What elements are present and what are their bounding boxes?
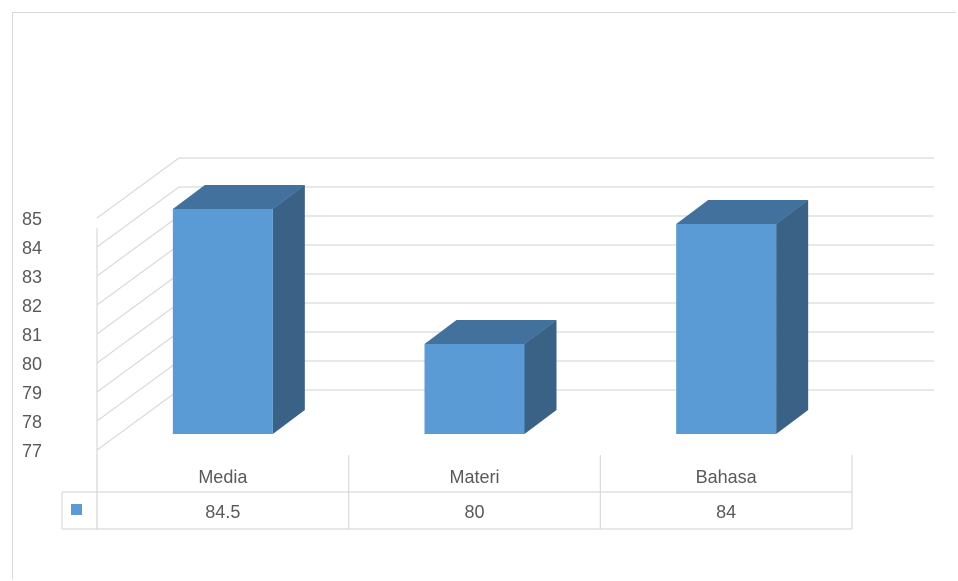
gridline-side bbox=[96, 302, 180, 364]
y-tick-label: 84 bbox=[22, 238, 42, 258]
category-label: Bahasa bbox=[696, 467, 758, 487]
bar-side-media bbox=[272, 185, 305, 434]
value-cell: 80 bbox=[464, 502, 484, 522]
bar-top-materi bbox=[424, 320, 557, 344]
y-tick-label: 80 bbox=[22, 354, 42, 374]
value-cell: 84.5 bbox=[205, 502, 240, 522]
y-tick-label: 78 bbox=[22, 412, 42, 432]
chart-frame bbox=[12, 12, 956, 579]
bar-bahasa bbox=[676, 224, 777, 434]
bar-side-bahasa bbox=[776, 200, 809, 434]
y-axis: 77 78 79 80 81 82 83 84 85 bbox=[22, 209, 42, 461]
gridline-side bbox=[96, 186, 180, 248]
gridline-side bbox=[96, 273, 180, 335]
bar-media bbox=[172, 209, 273, 434]
y-tick-label: 82 bbox=[22, 296, 42, 316]
bar-top-bahasa bbox=[676, 200, 809, 224]
bar-top-media bbox=[172, 185, 305, 209]
value-cell: 84 bbox=[716, 502, 736, 522]
gridline-side bbox=[96, 157, 180, 219]
y-tick-label: 85 bbox=[22, 209, 42, 229]
gridline-side bbox=[96, 389, 180, 451]
y-tick-label: 77 bbox=[22, 441, 42, 461]
y-tick-label: 79 bbox=[22, 383, 42, 403]
category-label: Media bbox=[198, 467, 248, 487]
legend-key bbox=[71, 504, 82, 515]
bar-side-materi bbox=[524, 320, 557, 434]
gridline-side bbox=[96, 331, 180, 393]
y-tick-label: 81 bbox=[22, 325, 42, 345]
gridline-side bbox=[96, 360, 180, 422]
gridline-side bbox=[96, 215, 180, 277]
data-table: Media 84.5 Materi 80 Bahasa 84 bbox=[61, 455, 853, 530]
bars bbox=[172, 185, 809, 434]
gridline-side bbox=[96, 244, 180, 306]
y-tick-label: 83 bbox=[22, 267, 42, 287]
category-label: Materi bbox=[449, 467, 499, 487]
bar-materi bbox=[424, 344, 525, 434]
